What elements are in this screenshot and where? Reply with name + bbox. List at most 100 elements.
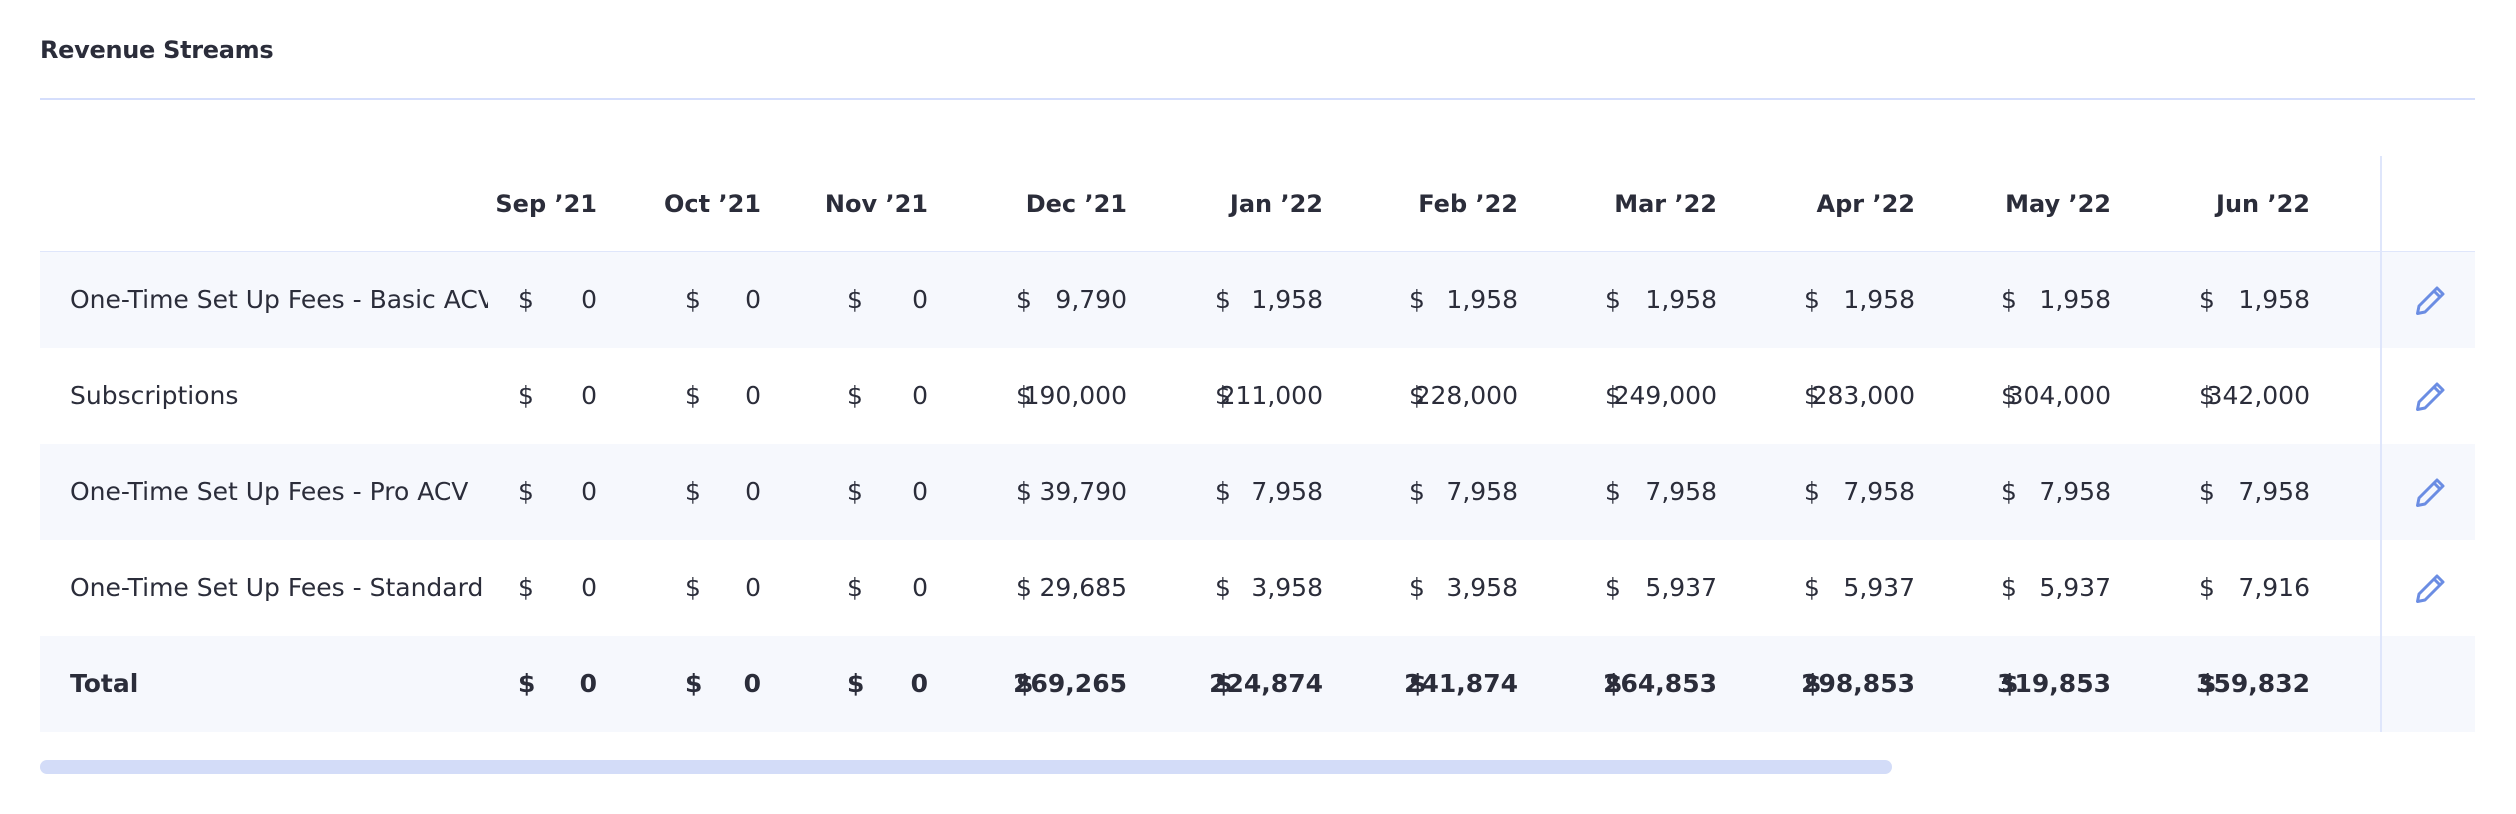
currency-symbol: $ [685, 573, 701, 602]
cell-value: 7,958 [2039, 477, 2111, 506]
currency-symbol: $ [847, 381, 863, 410]
cell-value: 269,265 [1013, 669, 1127, 698]
cell-value: 0 [912, 573, 928, 602]
row-label: Total [70, 669, 139, 698]
currency-symbol: $ [518, 285, 534, 314]
column-header: Sep ’21 [495, 190, 597, 218]
edit-button[interactable] [2413, 282, 2449, 318]
currency-symbol: $ [685, 381, 701, 410]
cell-value: 0 [743, 669, 761, 698]
edit-button[interactable] [2413, 474, 2449, 510]
cell-value: 29,685 [1039, 573, 1127, 602]
cell-value: 0 [912, 381, 928, 410]
currency-symbol: $ [2199, 669, 2217, 698]
currency-symbol: $ [1409, 477, 1425, 506]
cell-value: 0 [579, 669, 597, 698]
currency-symbol: $ [1215, 573, 1231, 602]
currency-symbol: $ [518, 381, 534, 410]
currency-symbol: $ [1804, 285, 1820, 314]
currency-symbol: $ [847, 669, 865, 698]
currency-symbol: $ [1804, 669, 1822, 698]
currency-symbol: $ [1409, 669, 1427, 698]
cell-value: 7,958 [2238, 477, 2310, 506]
currency-symbol: $ [518, 669, 536, 698]
row-label: Subscriptions [70, 381, 239, 410]
currency-symbol: $ [1215, 669, 1233, 698]
cell-value: 249,000 [1613, 381, 1717, 410]
currency-symbol: $ [2199, 573, 2215, 602]
currency-symbol: $ [2001, 285, 2017, 314]
currency-symbol: $ [847, 573, 863, 602]
column-header: Nov ’21 [824, 190, 928, 218]
cell-value: 228,000 [1414, 381, 1518, 410]
currency-symbol: $ [1605, 381, 1621, 410]
currency-symbol: $ [1215, 381, 1231, 410]
edit-button[interactable] [2413, 570, 2449, 606]
cell-value: 0 [581, 381, 597, 410]
column-header: May ’22 [2005, 190, 2111, 218]
cell-value: 241,874 [1404, 669, 1518, 698]
cell-value: 39,790 [1039, 477, 1127, 506]
currency-symbol: $ [2199, 381, 2215, 410]
currency-symbol: $ [1016, 669, 1034, 698]
column-header: Feb ’22 [1418, 190, 1518, 218]
cell-value: 0 [745, 285, 761, 314]
row-label: One-Time Set Up Fees - Basic ACV [70, 285, 488, 314]
currency-symbol: $ [1016, 285, 1032, 314]
cell-value: 3,958 [1251, 573, 1323, 602]
currency-symbol: $ [2001, 573, 2017, 602]
column-divider [2380, 156, 2382, 732]
cell-value: 1,958 [1843, 285, 1915, 314]
cell-value: 7,958 [1446, 477, 1518, 506]
currency-symbol: $ [1605, 669, 1623, 698]
column-header: Jun ’22 [2216, 190, 2310, 218]
currency-symbol: $ [1016, 477, 1032, 506]
column-header: Mar ’22 [1614, 190, 1717, 218]
currency-symbol: $ [1605, 477, 1621, 506]
currency-symbol: $ [847, 477, 863, 506]
currency-symbol: $ [1804, 477, 1820, 506]
cell-value: 359,832 [2196, 669, 2310, 698]
cell-value: 319,853 [1997, 669, 2111, 698]
cell-value: 1,958 [1446, 285, 1518, 314]
currency-symbol: $ [1605, 573, 1621, 602]
cell-value: 298,853 [1801, 669, 1915, 698]
cell-value: 0 [745, 381, 761, 410]
cell-value: 0 [745, 477, 761, 506]
table-row [40, 444, 2475, 540]
cell-value: 7,958 [1645, 477, 1717, 506]
currency-symbol: $ [2199, 477, 2215, 506]
cell-value: 1,958 [1251, 285, 1323, 314]
cell-value: 283,000 [1811, 381, 1915, 410]
cell-value: 5,937 [2039, 573, 2111, 602]
cell-value: 3,958 [1446, 573, 1518, 602]
currency-symbol: $ [2199, 285, 2215, 314]
currency-symbol: $ [1215, 477, 1231, 506]
currency-symbol: $ [685, 285, 701, 314]
scrollbar[interactable] [40, 760, 1892, 774]
cell-value: 224,874 [1209, 669, 1323, 698]
table-row [40, 636, 2475, 732]
cell-value: 7,958 [1251, 477, 1323, 506]
currency-symbol: $ [685, 477, 701, 506]
cell-value: 7,958 [1843, 477, 1915, 506]
cell-value: 0 [912, 285, 928, 314]
currency-symbol: $ [847, 285, 863, 314]
edit-button[interactable] [2413, 378, 2449, 414]
cell-value: 5,937 [1843, 573, 1915, 602]
cell-value: 342,000 [2206, 381, 2310, 410]
cell-value: 7,916 [2238, 573, 2310, 602]
currency-symbol: $ [1605, 285, 1621, 314]
cell-value: 304,000 [2007, 381, 2111, 410]
cell-value: 1,958 [2238, 285, 2310, 314]
row-label: One-Time Set Up Fees - Pro ACV [70, 477, 469, 506]
table-row [40, 252, 2475, 348]
column-header: Apr ’22 [1816, 190, 1915, 218]
cell-value: 9,790 [1055, 285, 1127, 314]
column-header: Dec ’21 [1025, 190, 1127, 218]
column-header: Oct ’21 [664, 190, 761, 218]
cell-value: 0 [581, 285, 597, 314]
currency-symbol: $ [1409, 573, 1425, 602]
currency-symbol: $ [1215, 285, 1231, 314]
